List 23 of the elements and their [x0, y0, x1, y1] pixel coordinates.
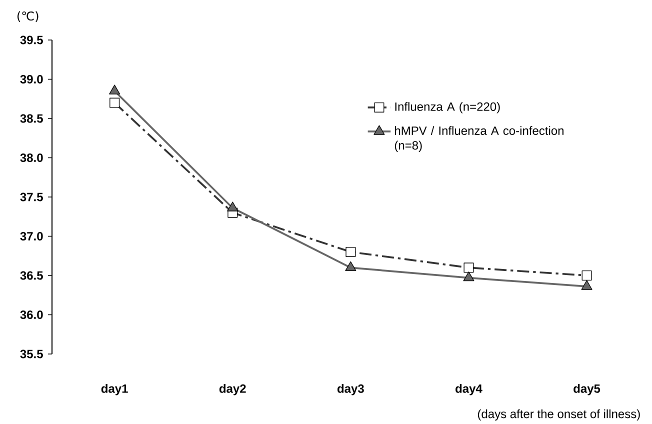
y-tick-label: 36.0	[20, 310, 43, 319]
x-axis-title: (days after the onset of illness)	[478, 409, 640, 421]
x-tick-label: day3	[338, 384, 364, 396]
x-tick-label: day4	[456, 384, 482, 396]
point	[227, 202, 238, 212]
y-tick-label: 39.0	[20, 74, 43, 84]
x-tick-label: day1	[101, 384, 128, 396]
y-tick-label: 38.5	[20, 114, 43, 123]
legend-label: hMPV / Influenza A co-infection (n=8)	[394, 126, 564, 152]
point	[581, 280, 592, 290]
x-tick-label: day2	[219, 384, 246, 396]
y-tick-label: 37.0	[20, 232, 43, 240]
y-tick-label: 39.5	[20, 36, 43, 44]
y-axis-title: (℃)	[17, 11, 38, 22]
point	[345, 261, 356, 271]
legend-label: Influenza A (n=220)	[395, 102, 500, 114]
point	[463, 272, 474, 282]
y-tick-label: 35.5	[20, 350, 43, 358]
y-tick-label: 38.0	[20, 153, 43, 162]
y-tick-label: 36.5	[20, 271, 43, 280]
point	[109, 84, 120, 94]
y-tick-label: 37.5	[20, 192, 43, 202]
x-tick-label: day5	[574, 384, 600, 396]
